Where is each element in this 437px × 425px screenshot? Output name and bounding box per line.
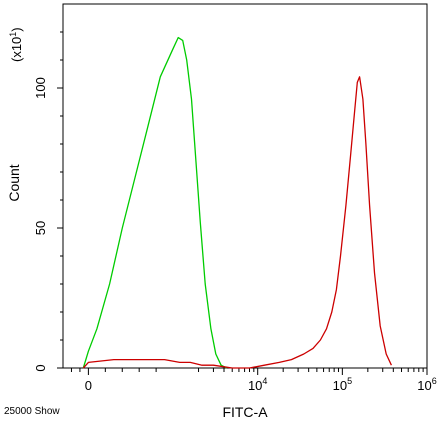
x-tick-label-2: 105	[333, 376, 352, 393]
y-multiplier-close: )	[9, 27, 24, 31]
y-tick-label-2: 100	[33, 77, 48, 99]
x-tick-exponent-3: 6	[432, 376, 437, 386]
x-tick-base-2: 10	[333, 378, 347, 393]
x-tick-base-0: 0	[85, 378, 92, 393]
x-axis-ticks: 0 104 105 106	[70, 368, 437, 393]
x-tick-label-1: 104	[248, 376, 267, 393]
x-tick-label-0: 0	[85, 378, 92, 393]
x-tick-base-1: 10	[248, 378, 262, 393]
series-line-1	[82, 76, 392, 369]
y-axis-ticks: 0 50 100	[33, 31, 63, 372]
x-tick-base-3: 10	[417, 378, 431, 393]
series-line-0	[82, 36, 227, 369]
y-multiplier-exponent: 1	[8, 32, 18, 37]
x-axis-title: FITC-A	[222, 404, 268, 420]
footer-event-count: 25000 Show	[4, 406, 60, 417]
y-multiplier: (x101)	[8, 27, 24, 62]
x-tick-exponent-2: 5	[347, 376, 352, 386]
plot-frame	[62, 3, 428, 369]
x-tick-exponent-1: 4	[262, 376, 267, 386]
series-layer	[82, 36, 392, 369]
y-multiplier-base: (x10	[9, 37, 24, 62]
y-tick-label-0: 0	[33, 364, 48, 371]
y-tick-label-1: 50	[33, 221, 48, 235]
y-axis-title: Count	[6, 164, 22, 201]
x-tick-label-3: 106	[417, 376, 436, 393]
